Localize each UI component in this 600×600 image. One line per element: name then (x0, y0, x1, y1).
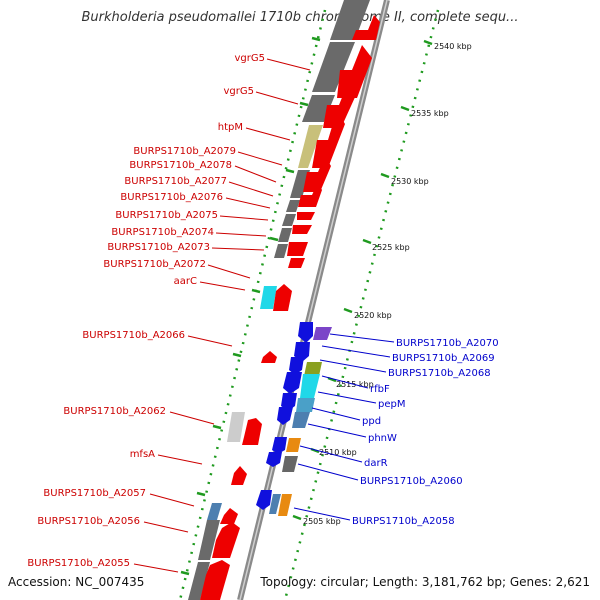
gene-label[interactable]: BURPS1710b_A2078 (129, 160, 232, 171)
forward-leaders (133, 58, 311, 573)
gene-block (274, 244, 288, 258)
gene-label[interactable]: vgrG5 (235, 53, 266, 64)
gene-label[interactable]: rfbF (370, 384, 390, 395)
cds-arrow (272, 437, 287, 454)
cds-arrow (323, 85, 356, 128)
cds-arrow (304, 362, 322, 376)
gene-label[interactable]: darR (364, 458, 388, 469)
gene-label[interactable]: BURPS1710b_A2058 (352, 516, 455, 527)
cds-arrow (256, 490, 272, 510)
gene-label[interactable]: BURPS1710b_A2056 (37, 516, 140, 527)
gene-label[interactable]: BURPS1710b_A2057 (43, 488, 146, 499)
cds-arrow (298, 182, 322, 207)
gene-block (312, 42, 355, 92)
gene-label[interactable]: BURPS1710b_A2066 (82, 330, 185, 341)
gene-label[interactable]: mfsA (130, 449, 155, 460)
cds-arrow (282, 456, 298, 472)
gene-block (207, 503, 222, 520)
cds-arrow (261, 351, 277, 363)
gene-label[interactable]: BURPS1710b_A2076 (120, 192, 223, 203)
cds-arrow (352, 15, 380, 40)
reverse-labels: BURPS1710b_A2070 BURPS1710b_A2069 BURPS1… (352, 338, 499, 527)
gene-label[interactable]: BURPS1710b_A2068 (388, 368, 491, 379)
ruler-label: 2530 kbp (391, 177, 429, 186)
gene-label[interactable]: vgrG5 (224, 86, 255, 97)
cds-arrow (200, 560, 230, 600)
ruler-label: 2505 kbp (303, 517, 341, 526)
gene-label[interactable]: pepM (378, 399, 405, 410)
reverse-leaders (293, 333, 395, 521)
ruler-label: 2525 kbp (372, 243, 410, 252)
gene-block (286, 200, 300, 212)
ruler-ticks (180, 36, 433, 576)
gene-label[interactable]: BURPS1710b_A2073 (107, 242, 210, 253)
gene-block (188, 562, 210, 600)
ruler-label: 2535 kbp (411, 109, 449, 118)
gene-label[interactable]: BURPS1710b_A2060 (360, 476, 463, 487)
gene-label[interactable]: BURPS1710b_A2055 (27, 558, 130, 569)
cds-arrow (283, 372, 302, 394)
map-title: Burkholderia pseudomallei 1710b chromoso… (81, 10, 519, 25)
cds-arrow (273, 284, 292, 311)
cds-arrow (278, 494, 292, 516)
gene-block (227, 412, 245, 442)
cds-arrow (212, 522, 240, 558)
cds-arrow (296, 398, 315, 412)
cds-arrow (220, 508, 238, 524)
gene-label[interactable]: BURPS1710b_A2070 (396, 338, 499, 349)
cds-arrow (298, 322, 313, 343)
gene-blocks (188, 0, 370, 600)
cds-arrow (337, 45, 372, 98)
forward-cds (200, 15, 380, 600)
accession-text: Accession: NC_007435 (8, 575, 145, 589)
gene-label[interactable]: BURPS1710b_A2077 (124, 176, 227, 187)
gene-label[interactable]: BURPS1710b_A2072 (103, 259, 206, 270)
gene-label[interactable]: BURPS1710b_A2079 (133, 146, 236, 157)
cds-arrow (312, 110, 345, 168)
gene-block (298, 125, 323, 168)
gene-label[interactable]: BURPS1710b_A2062 (63, 406, 166, 417)
gene-label[interactable]: BURPS1710b_A2074 (111, 227, 214, 238)
cds-arrow (289, 357, 304, 375)
gene-block (260, 286, 277, 309)
ruler-label: 2540 kbp (434, 42, 472, 51)
cds-arrow (286, 438, 301, 452)
cds-arrow (231, 466, 247, 485)
cds-arrow (242, 418, 262, 445)
cds-arrow (292, 412, 310, 428)
ruler-label: 2520 kbp (354, 311, 392, 320)
cds-arrow (287, 242, 308, 256)
cds-arrow (303, 156, 331, 192)
cds-arrow (292, 225, 312, 234)
gene-label[interactable]: htpM (218, 122, 243, 133)
gene-label[interactable]: phnW (368, 433, 397, 444)
gene-block (330, 0, 370, 40)
cds-arrow (300, 374, 320, 398)
cds-arrow (269, 494, 281, 514)
topology-text: Topology: circular; Length: 3,181,762 bp… (260, 575, 590, 589)
gene-label[interactable]: BURPS1710b_A2075 (115, 210, 218, 221)
cds-arrow (313, 327, 332, 340)
gene-block (278, 228, 292, 242)
cds-arrow (277, 407, 293, 425)
gene-block (290, 170, 310, 198)
cds-arrow (266, 452, 282, 467)
ruler-dots-inner (178, 9, 327, 600)
gene-label[interactable]: ppd (362, 416, 381, 427)
gene-label[interactable]: BURPS1710b_A2069 (392, 353, 495, 364)
gene-block (282, 214, 296, 226)
ruler-label: 2510 kbp (319, 448, 357, 457)
cds-arrow (281, 393, 297, 411)
gene-label[interactable]: aarC (174, 276, 197, 287)
reverse-cds (256, 322, 332, 516)
forward-labels: vgrG5 vgrG5 htpM BURPS1710b_A2079 BURPS1… (27, 53, 265, 569)
cds-arrow (288, 258, 305, 268)
gene-block (198, 520, 220, 560)
cds-arrow (297, 212, 315, 220)
